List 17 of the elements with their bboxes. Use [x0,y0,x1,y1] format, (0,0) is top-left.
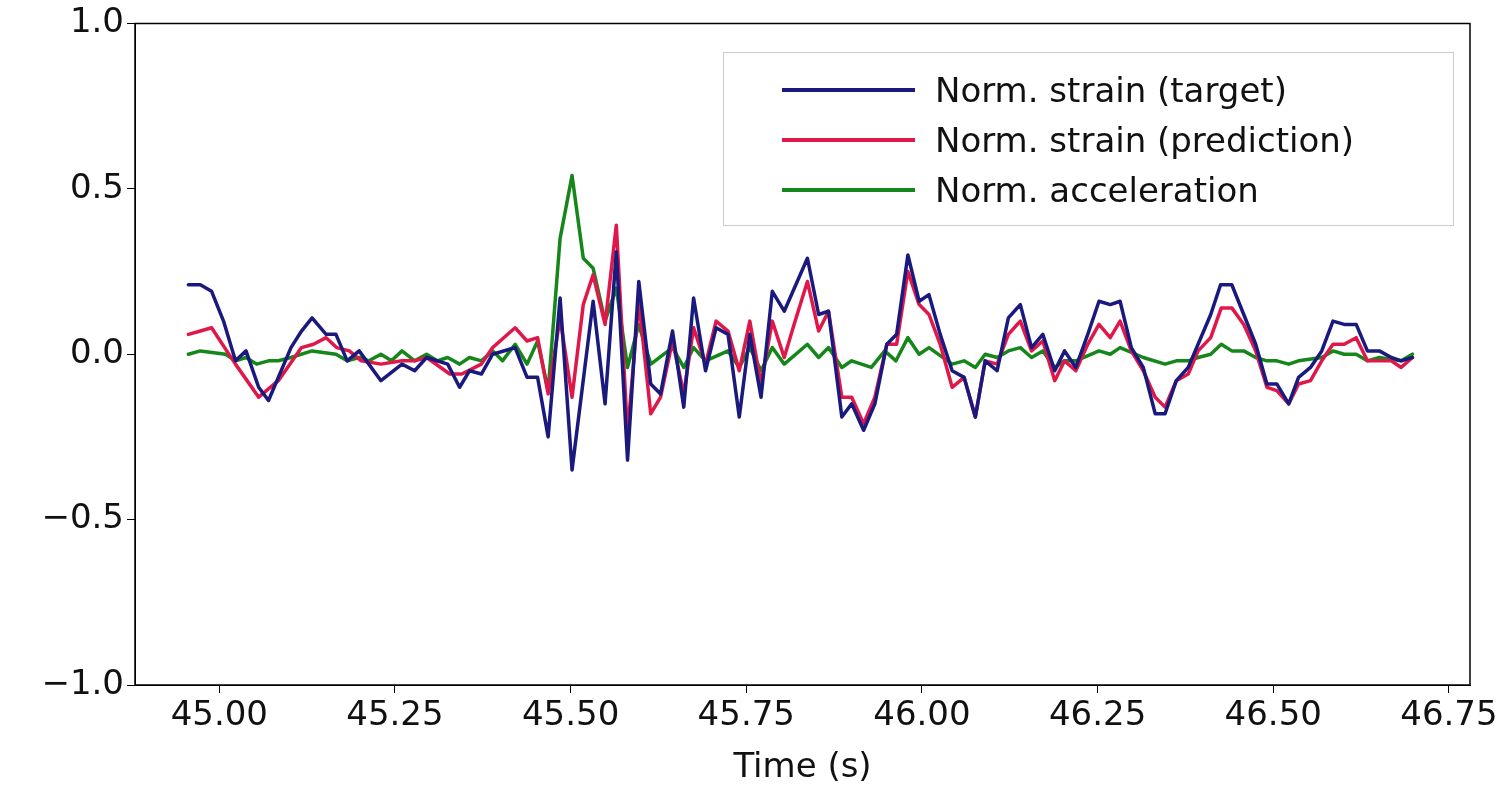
legend-label: Norm. acceleration [935,170,1259,210]
x-tick-label: 46.25 [1048,693,1147,734]
x-tick-label: 45.25 [346,693,444,734]
x-axis-title: Time (s) [732,745,872,786]
y-tick-label: 1.0 [69,0,124,41]
x-tick-label: 46.50 [1224,693,1322,734]
legend-label: Norm. strain (target) [935,70,1287,110]
legend-label: Norm. strain (prediction) [935,120,1355,160]
x-tick-label: 46.00 [873,693,971,734]
y-tick-label: 0.0 [69,331,124,372]
x-tick-label: 45.50 [521,693,620,734]
x-tick-label: 45.00 [170,693,268,734]
x-tick-label: 46.75 [1400,693,1498,734]
y-tick-label: −1.0 [41,661,124,702]
x-tick-label: 45.75 [697,693,795,734]
y-tick-label: 0.5 [69,165,124,206]
y-tick-label: −0.5 [41,496,124,537]
